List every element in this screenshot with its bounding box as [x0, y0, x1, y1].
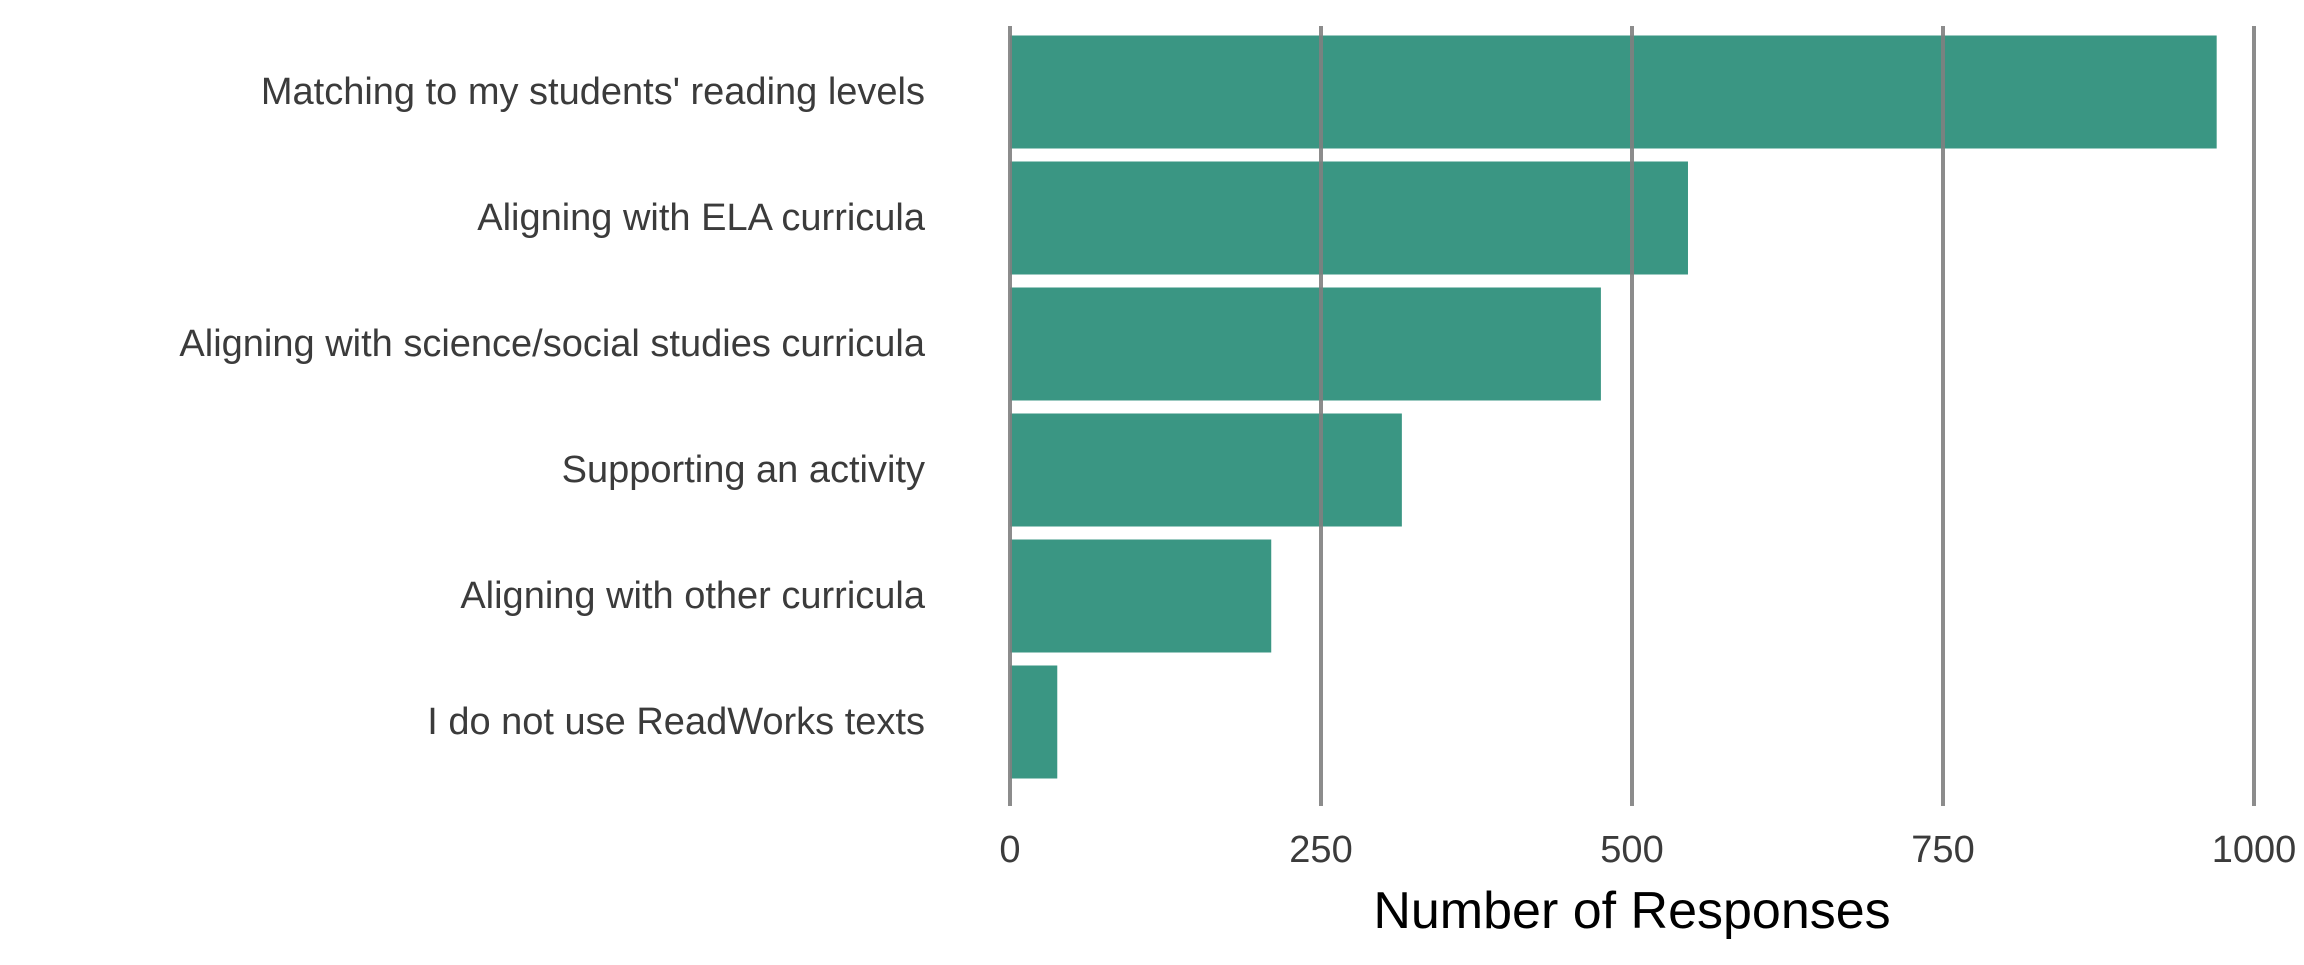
bar	[1010, 35, 2217, 149]
x-tick-label: 1000	[2212, 829, 2297, 871]
x-tick-label: 500	[1600, 829, 1663, 871]
category-labels: Matching to my students' reading levels A…	[179, 71, 925, 743]
category-label: Supporting an activity	[562, 449, 925, 491]
category-label: Matching to my students' reading levels	[261, 71, 925, 113]
bar	[1010, 665, 1058, 779]
bars-layer	[1010, 35, 2217, 779]
x-tick-label: 750	[1911, 829, 1974, 871]
category-label: Aligning with science/social studies cur…	[179, 323, 925, 365]
category-label: I do not use ReadWorks texts	[427, 701, 925, 743]
bar	[1010, 539, 1272, 653]
bar	[1010, 161, 1688, 275]
category-label: Aligning with other curricula	[460, 575, 926, 617]
x-axis-title: Number of Responses	[1373, 882, 1890, 940]
category-label: Aligning with ELA curricula	[477, 197, 926, 239]
bar	[1010, 413, 1402, 527]
x-tick-label: 0	[999, 829, 1020, 871]
x-tick-labels: 0 250 500 750 1000	[999, 829, 2296, 871]
x-tick-label: 250	[1289, 829, 1352, 871]
grid-layer	[1008, 26, 2256, 806]
bar	[1010, 287, 1601, 401]
